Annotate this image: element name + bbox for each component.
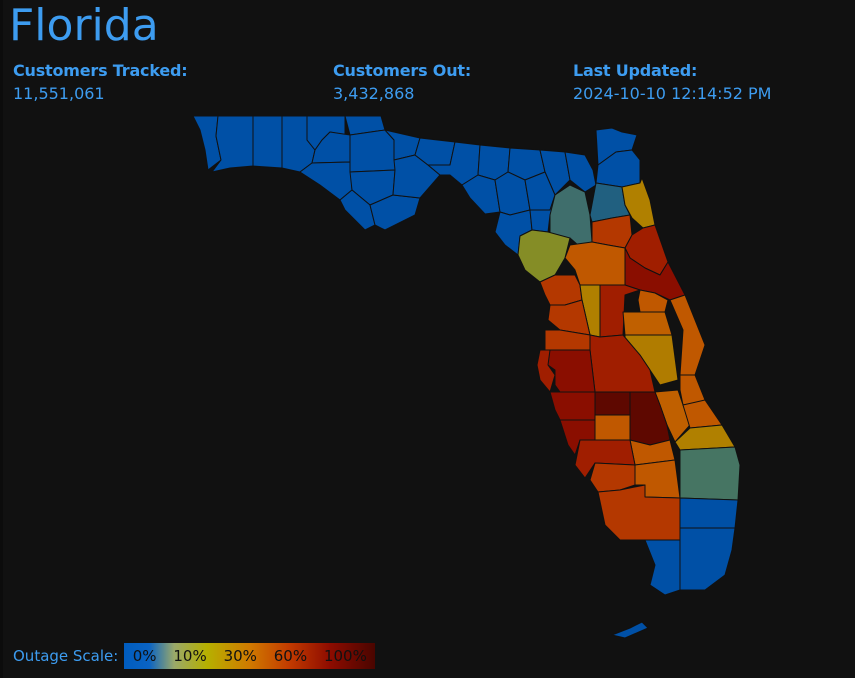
county[interactable] [644, 539, 681, 596]
left-edge-strip [0, 0, 3, 678]
stat-value: 2024-10-10 12:14:52 PM [573, 84, 772, 103]
county[interactable] [539, 149, 571, 196]
county[interactable] [252, 115, 283, 169]
county[interactable] [594, 391, 631, 416]
stat-value: 3,432,868 [333, 84, 415, 103]
page-title: Florida [9, 0, 159, 51]
county[interactable] [549, 391, 596, 421]
county[interactable] [679, 527, 736, 591]
county[interactable] [611, 621, 649, 639]
county[interactable] [299, 161, 353, 201]
legend-stop: 30% [223, 647, 257, 665]
legend-stop: 60% [273, 647, 308, 665]
central-counties [536, 274, 736, 451]
stat-label: Customers Tracked: [13, 61, 188, 80]
outage-scale-legend: Outage Scale: 0% 10% 30% 60% 100% [13, 643, 376, 669]
stat-customers-out: Customers Out: 3,432,868 [333, 60, 471, 106]
county[interactable] [349, 129, 396, 173]
county[interactable] [679, 446, 741, 501]
north-central-counties [517, 177, 686, 301]
legend-stop: 10% [173, 647, 207, 665]
stat-label: Last Updated: [573, 61, 698, 80]
legend-stop: 100% [323, 647, 367, 665]
legend-gradient-bar: 0% 10% 30% 60% 100% [124, 643, 376, 669]
stat-customers-tracked: Customers Tracked: 11,551,061 [13, 60, 188, 106]
stat-last-updated: Last Updated: 2024-10-10 12:14:52 PM [573, 60, 771, 106]
south-central-counties [549, 391, 741, 639]
county[interactable] [536, 349, 556, 393]
county[interactable] [589, 462, 636, 493]
legend-stop: 0% [132, 647, 157, 665]
county[interactable] [682, 399, 723, 429]
panhandle-counties [192, 115, 641, 256]
county[interactable] [679, 497, 739, 529]
county[interactable] [517, 229, 571, 283]
county[interactable] [622, 311, 673, 336]
county[interactable] [594, 414, 631, 441]
county[interactable] [539, 274, 583, 306]
stat-label: Customers Out: [333, 61, 472, 80]
stat-value: 11,551,061 [13, 84, 105, 103]
county[interactable] [211, 115, 254, 173]
county[interactable] [461, 174, 501, 215]
legend-label: Outage Scale: [13, 647, 119, 665]
